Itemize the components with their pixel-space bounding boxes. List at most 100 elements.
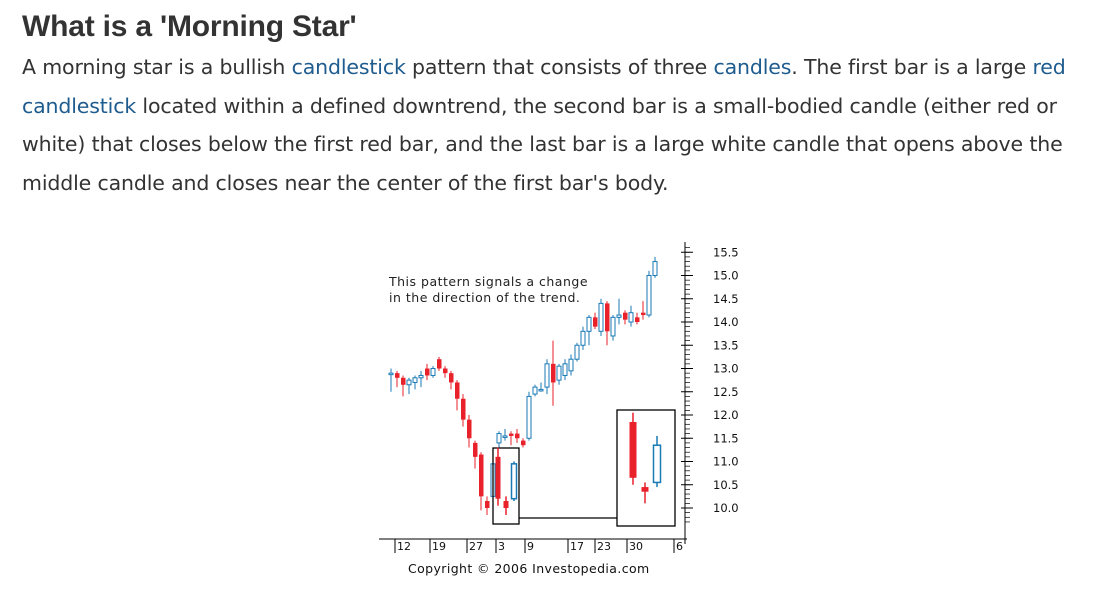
link-candles[interactable]: candles xyxy=(713,55,792,79)
candle-body xyxy=(395,373,400,378)
pattern-candle xyxy=(495,447,501,506)
x-tick-label: 23 xyxy=(597,540,611,553)
x-tick-label: 3 xyxy=(498,540,505,553)
candle xyxy=(635,312,640,325)
candle-body xyxy=(538,388,544,392)
candle-body xyxy=(510,463,518,500)
candle xyxy=(515,428,520,443)
candle-body xyxy=(641,312,646,316)
candle xyxy=(616,298,622,325)
candle-body xyxy=(593,317,598,327)
candle-body xyxy=(652,444,662,484)
candle-body xyxy=(532,386,538,395)
candle xyxy=(532,384,538,397)
candle-body xyxy=(610,316,616,337)
pattern-candle xyxy=(652,435,662,488)
candle-body xyxy=(412,377,418,383)
y-tick-label: 14.0 xyxy=(713,315,739,329)
candle xyxy=(467,415,472,448)
text-segment: pattern that consists of three xyxy=(405,55,714,79)
pattern-candle xyxy=(510,461,518,502)
x-tick-label: 6 xyxy=(676,540,683,553)
candle-body xyxy=(580,330,586,346)
y-tick-label: 15.0 xyxy=(713,269,739,283)
y-tick-label: 11.0 xyxy=(713,455,739,469)
candle-body xyxy=(485,501,490,508)
candle xyxy=(437,356,442,371)
candle-body xyxy=(641,487,649,492)
candle xyxy=(509,431,514,446)
chart-svg: 15.5 15.0 14.5 14.0 13.5 13.0 12.5 12.0 11.5 11.0… xyxy=(379,242,739,576)
x-tick-label: 19 xyxy=(432,540,446,553)
y-axis: 15.5 15.0 14.5 14.0 13.5 13.0 12.5 12.0 11.5 11.0… xyxy=(681,242,739,544)
y-tick-label: 12.5 xyxy=(713,385,739,399)
y-tick-label: 15.5 xyxy=(713,245,739,259)
candle-body xyxy=(479,454,484,497)
candle xyxy=(449,370,454,390)
candle xyxy=(388,368,394,392)
candle-body xyxy=(629,421,637,478)
x-tick-label: 9 xyxy=(527,540,534,553)
y-tick-label: 13.5 xyxy=(713,338,739,352)
pattern-box-left xyxy=(492,447,520,525)
candle xyxy=(551,340,556,406)
pattern-candle xyxy=(629,412,637,485)
candle xyxy=(544,359,550,395)
y-tick-label: 13.0 xyxy=(713,362,739,376)
candle xyxy=(593,312,598,329)
pattern-candle xyxy=(503,496,509,515)
candle xyxy=(395,370,400,388)
candle xyxy=(406,377,412,395)
candle xyxy=(443,366,448,378)
candle-body xyxy=(605,303,610,332)
candle-body xyxy=(467,419,472,439)
candle-body xyxy=(430,368,436,376)
candle-body xyxy=(496,433,502,444)
x-axis: 12 19 27 3 9 17 23 30 6 xyxy=(379,538,687,553)
candle xyxy=(646,270,652,318)
candle xyxy=(623,310,628,325)
candle-body xyxy=(635,317,640,322)
candle-body xyxy=(455,382,460,399)
morning-star-chart: 15.5 15.0 14.5 14.0 13.5 13.0 12.5 12.0 11.5 11.0… xyxy=(375,238,765,583)
x-tick-label: 12 xyxy=(397,540,411,553)
candle xyxy=(526,391,532,441)
candle xyxy=(538,382,544,392)
candle xyxy=(628,305,634,327)
candle-body xyxy=(544,363,550,388)
candle xyxy=(580,326,586,350)
candle-body xyxy=(515,433,520,439)
link-red-candlestick[interactable]: red candlestick xyxy=(22,55,1066,118)
candle xyxy=(461,394,466,427)
text-segment: located within a defined downtrend, the … xyxy=(22,93,1063,195)
candle-body xyxy=(568,358,574,372)
candle xyxy=(430,366,436,378)
candle xyxy=(641,301,646,320)
annotation-line-2: in the direction of the trend. xyxy=(389,290,580,305)
candle-body xyxy=(449,373,454,383)
article-title: What is a 'Morning Star' xyxy=(22,10,357,43)
candle-body xyxy=(598,302,604,332)
candle xyxy=(598,298,604,336)
candle-body xyxy=(521,440,526,446)
candle-body xyxy=(556,365,562,381)
y-tick-label: 12.0 xyxy=(713,408,739,422)
y-tick-label: 14.5 xyxy=(713,292,739,306)
y-tick-label: 10.0 xyxy=(713,501,739,515)
candle-body xyxy=(473,442,478,457)
candle xyxy=(401,375,406,397)
x-tick-label: 30 xyxy=(629,540,643,553)
annotation-line-1: This pattern signals a change xyxy=(388,274,588,289)
candle-body xyxy=(495,456,501,499)
candle xyxy=(473,440,478,469)
candle-body xyxy=(461,398,466,420)
link-candlestick[interactable]: candlestick xyxy=(291,55,406,79)
y-tick-label: 11.5 xyxy=(713,431,739,445)
candle xyxy=(412,375,418,390)
text-segment: . The first bar is a large xyxy=(791,55,1033,79)
pattern-candle xyxy=(641,482,649,504)
candle xyxy=(425,363,430,381)
candle xyxy=(605,301,610,346)
candle-body xyxy=(406,379,412,386)
candle-body xyxy=(562,363,568,376)
